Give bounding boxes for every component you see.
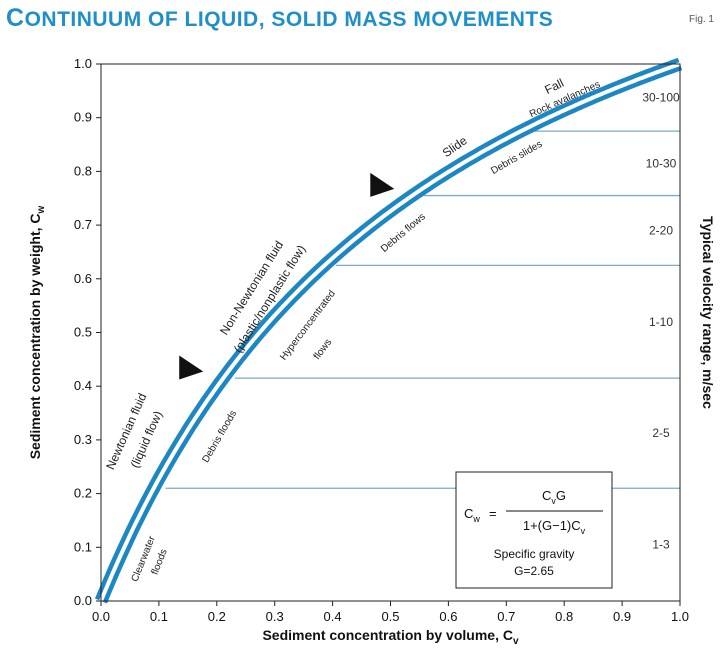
velocity-band-label: 10-30	[646, 156, 677, 170]
chart-title: CONTINUUM OF LIQUID, SOLID MASS MOVEMENT…	[6, 4, 554, 32]
x-axis-label: Sediment concentration by volume, Cv	[262, 627, 519, 647]
velocity-band-label: 2-5	[652, 426, 670, 440]
y2-axis-label: Typical velocity range, m/sec	[700, 216, 716, 409]
velocity-band-label: 30-100	[642, 91, 680, 105]
y-tick-label: 0.6	[74, 271, 92, 286]
y-tick-label: 0.7	[74, 217, 92, 232]
y-tick-label: 0.0	[74, 593, 92, 608]
x-tick-label: 1.0	[671, 609, 689, 624]
flow-label-debris-floods: Debris floods	[200, 409, 239, 465]
curve-layer	[94, 57, 683, 604]
curve-band-center	[99, 62, 681, 602]
formula-equals: =	[489, 506, 497, 521]
x-tick-label: 0.0	[92, 609, 110, 624]
velocity-band-label: 2-20	[649, 223, 673, 237]
formula-denominator: 1+(G−1)Cv	[523, 518, 586, 536]
y-tick-label: 0.9	[74, 110, 92, 125]
y-tick-label: 0.3	[74, 432, 92, 447]
x-tick-label: 0.3	[266, 609, 284, 624]
formula-note-2: G=2.65	[514, 564, 554, 578]
x-tick-label: 0.4	[324, 609, 342, 624]
x-tick-label: 0.8	[555, 609, 573, 624]
transition-marker	[179, 355, 204, 380]
y-tick-label: 0.1	[74, 539, 92, 554]
x-tick-label: 0.5	[381, 609, 399, 624]
y-tick-label: 0.2	[74, 486, 92, 501]
y-tick-label: 1.0	[74, 56, 92, 71]
tick-layer: 0.0 0.1 0.2 0.3 0.4 0.5 0.6 0.7 0.8 0.9 1.0 0.0 0.1 0…	[27, 56, 716, 647]
flow-label-clearwater-floods: floods	[150, 548, 170, 577]
x-tick-label: 0.9	[613, 609, 631, 624]
y-tick-label: 0.4	[74, 378, 92, 393]
x-tick-label: 0.7	[497, 609, 515, 624]
formula-note-1: Specific gravity	[494, 547, 575, 561]
velocity-band-label: 1-3	[652, 538, 670, 552]
formula-frame	[455, 471, 613, 589]
flow-label-flows: flows	[312, 337, 335, 362]
y-axis-label: Sediment concentration by weight, Cw	[27, 205, 47, 459]
x-tick-label: 0.2	[208, 609, 226, 624]
transition-marker	[370, 172, 395, 197]
y-tick-label: 0.5	[74, 325, 92, 340]
figure-number: Fig. 1	[688, 14, 714, 25]
formula-numerator: CvG	[542, 488, 566, 506]
x-tick-label: 0.1	[150, 609, 168, 624]
x-tick-label: 0.6	[439, 609, 457, 624]
velocity-band-label: 1-10	[649, 315, 673, 329]
y-tick-label: 0.8	[74, 163, 92, 178]
